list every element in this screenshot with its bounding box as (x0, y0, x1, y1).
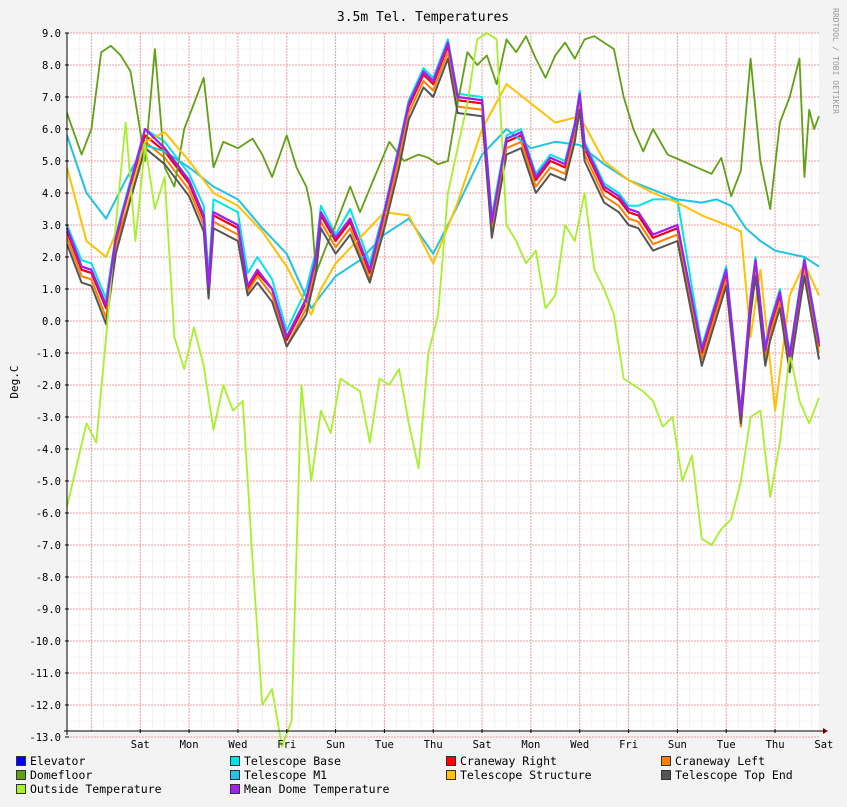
watermark: RRDTOOL / TOBI OETIKER (831, 8, 840, 114)
legend-label: Outside Temperature (30, 782, 162, 796)
axes: 9.0 8.0 7.0 6.0 5.0 4.0 3.0 2.0 1.0 0.0 -1.0 -2.0 -3… (29, 28, 833, 751)
y-tick-label: 4.0 (42, 188, 61, 200)
x-tick-label: Fri (619, 739, 638, 751)
y-tick-label: -10.0 (29, 636, 61, 648)
y-tick-label: 5.0 (42, 156, 61, 168)
y-tick-label: -11.0 (29, 668, 61, 680)
legend-item: Craneway Right (446, 754, 557, 768)
x-tick-label: Sat (814, 739, 833, 751)
y-tick-label: 3.0 (42, 220, 61, 232)
series-line (66, 32, 820, 748)
grid (67, 32, 819, 738)
legend-swatch (661, 770, 671, 780)
x-tick-label: Tue (375, 739, 394, 751)
legend-label: Telescope Structure (460, 768, 592, 782)
x-tick-label: Sat (131, 739, 150, 751)
legend-item: Mean Dome Temperature (230, 782, 389, 796)
x-tick-label: Sun (668, 739, 687, 751)
legend-swatch (446, 770, 456, 780)
y-tick-label: 0.0 (42, 316, 61, 328)
legend-item: Telescope M1 (230, 768, 327, 782)
y-tick-label: 1.0 (42, 284, 61, 296)
legend-label: Telescope Base (244, 754, 341, 768)
y-tick-label: 2.0 (42, 252, 61, 264)
y-tick-label: 6.0 (42, 124, 61, 136)
legend-label: Telescope M1 (244, 768, 328, 782)
y-tick-label: -8.0 (36, 572, 61, 584)
y-tick-label: -5.0 (36, 476, 61, 488)
x-tick-label: Fri (277, 739, 296, 751)
legend-swatch (230, 784, 240, 794)
legend-item: Telescope Top End (661, 768, 793, 782)
x-tick-label: Mon (180, 739, 199, 751)
chart-title: 3.5m Tel. Temperatures (337, 10, 509, 25)
series-line (66, 35, 820, 274)
series-line (66, 128, 820, 310)
y-tick-label: -13.0 (29, 732, 61, 744)
y-axis-label: Deg.C (8, 365, 21, 398)
legend-item: Elevator (16, 754, 85, 768)
y-tick-label: -2.0 (36, 380, 61, 392)
y-tick-label: -1.0 (36, 348, 61, 360)
y-tick-label: -9.0 (36, 604, 61, 616)
legend: Elevator Telescope Base Craneway Right Cran… (16, 754, 836, 802)
y-tick-label: 7.0 (42, 92, 61, 104)
series-lines (65, 32, 821, 748)
legend-swatch (230, 756, 240, 766)
legend-item: Craneway Left (661, 754, 765, 768)
legend-item: Outside Temperature (16, 782, 162, 796)
series-line (66, 83, 820, 412)
legend-swatch (16, 756, 26, 766)
series-line-mean-dome (65, 41, 821, 415)
legend-label: Craneway Left (675, 754, 766, 768)
legend-swatch (230, 770, 240, 780)
y-tick-label: -3.0 (36, 412, 61, 424)
x-tick-label: Mon (521, 739, 540, 751)
plot-background (67, 33, 819, 731)
legend-swatch (16, 784, 26, 794)
y-tick-label: 8.0 (42, 60, 61, 72)
legend-item: Telescope Structure (446, 768, 592, 782)
legend-swatch (661, 756, 671, 766)
legend-label: Craneway Right (460, 754, 557, 768)
x-tick-label: Sun (326, 739, 345, 751)
legend-label: Mean Dome Temperature (244, 782, 390, 796)
legend-item: Telescope Base (230, 754, 341, 768)
y-tick-label: -12.0 (29, 700, 61, 712)
legend-label: Elevator (30, 754, 86, 768)
y-tick-label: -7.0 (36, 540, 61, 552)
y-tick-label: 9.0 (42, 28, 61, 40)
x-tick-label: Thu (424, 739, 443, 751)
legend-label: Telescope Top End (675, 768, 793, 782)
x-tick-label: Sat (473, 739, 492, 751)
y-tick-label: -4.0 (36, 444, 61, 456)
legend-item: Domefloor (16, 768, 92, 782)
x-tick-label: Thu (766, 739, 785, 751)
x-tick-label: Tue (717, 739, 736, 751)
x-tick-label: Wed (228, 739, 247, 751)
y-tick-label: -6.0 (36, 508, 61, 520)
x-tick-label: Wed (570, 739, 589, 751)
legend-swatch (446, 756, 456, 766)
legend-swatch (16, 770, 26, 780)
legend-label: Domefloor (30, 768, 93, 782)
